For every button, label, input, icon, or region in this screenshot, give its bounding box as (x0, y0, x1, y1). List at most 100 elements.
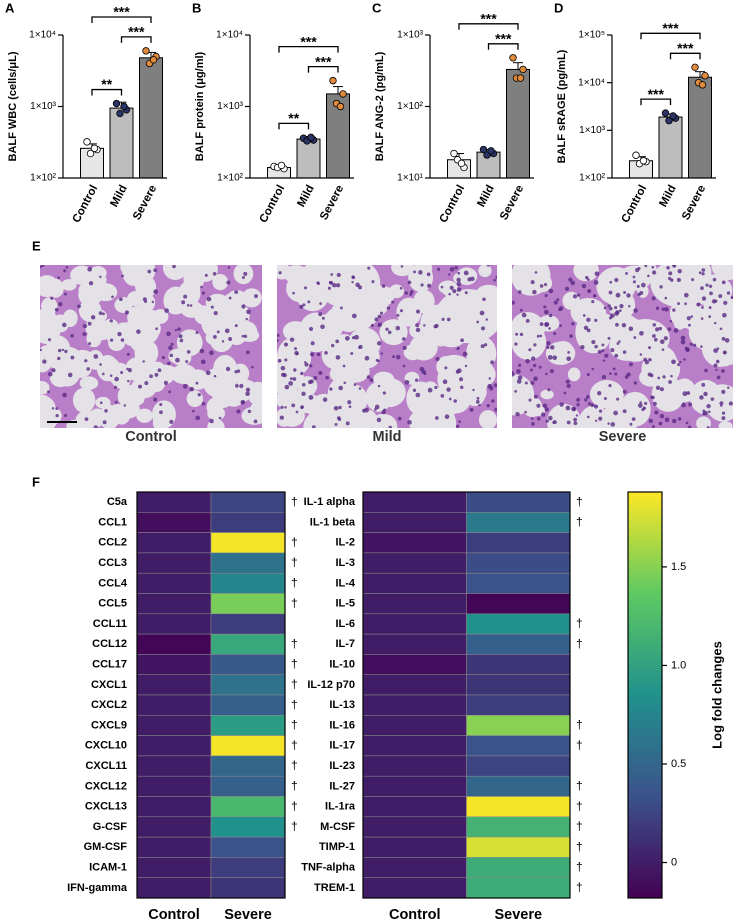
nucleus (228, 337, 233, 341)
row-label: IL-13 (329, 699, 355, 711)
air-space (696, 416, 711, 428)
significance-bracket (91, 88, 123, 96)
air-space (127, 291, 144, 307)
nucleus (236, 369, 241, 373)
heatmap-cell (210, 735, 286, 757)
air-space (62, 309, 78, 328)
nucleus (602, 359, 606, 362)
nucleus (351, 313, 357, 319)
data-point (698, 81, 707, 89)
significance-dagger: † (576, 616, 583, 630)
nucleus (622, 409, 627, 414)
nucleus (338, 385, 344, 391)
air-space (107, 362, 131, 385)
nucleus (448, 397, 452, 401)
significance-bracket (278, 122, 310, 130)
nucleus (488, 377, 492, 380)
nucleus (452, 289, 457, 294)
nucleus (594, 271, 600, 277)
air-space (95, 396, 111, 409)
air-space (78, 299, 102, 322)
nucleus (517, 375, 523, 380)
nucleus (524, 381, 528, 385)
nucleus (126, 352, 130, 356)
nucleus (281, 372, 286, 377)
row-label: IL-7 (335, 638, 355, 650)
nucleus (367, 266, 371, 270)
air-space (94, 283, 118, 302)
heatmap-cell (136, 735, 212, 757)
nucleus (456, 281, 462, 287)
nucleus (576, 397, 581, 402)
nucleus (102, 312, 105, 316)
air-space (136, 408, 153, 423)
nucleus (55, 413, 59, 418)
nucleus (87, 321, 92, 326)
nucleus (280, 365, 286, 371)
nucleus (457, 346, 460, 350)
air-space (290, 282, 313, 300)
heatmap-cell (136, 836, 212, 858)
data-point (116, 109, 124, 118)
nucleus (582, 314, 586, 317)
nucleus (631, 417, 636, 421)
nucleus (686, 316, 691, 321)
heatmap-border (136, 491, 286, 899)
nucleus (542, 403, 548, 408)
nucleus (449, 266, 455, 272)
row-label: C5a (107, 496, 128, 508)
data-point (277, 161, 286, 170)
nucleus (629, 362, 633, 367)
nucleus (702, 411, 706, 416)
nucleus (307, 300, 311, 304)
nucleus (47, 390, 50, 394)
row-label: TNF-alpha (301, 861, 356, 873)
significance-bracket (640, 32, 701, 40)
nucleus (401, 337, 406, 341)
nucleus (715, 368, 718, 372)
colorbar-tick-label: 1.0 (671, 659, 686, 671)
nucleus (657, 376, 661, 380)
nucleus (671, 359, 676, 365)
nucleus (454, 266, 458, 270)
nucleus (179, 338, 184, 343)
heatmap-cell (136, 857, 212, 878)
heatmap-cell (362, 633, 467, 655)
nucleus (335, 355, 341, 360)
nucleus (666, 265, 670, 270)
air-space (381, 419, 397, 428)
nucleus (67, 372, 73, 378)
heatmap-cell (210, 836, 286, 858)
nucleus (402, 345, 407, 351)
nucleus (572, 407, 576, 412)
nucleus (575, 414, 579, 417)
nucleus (583, 325, 589, 331)
air-space (321, 341, 349, 370)
nucleus (632, 280, 636, 284)
bar (688, 76, 712, 179)
heatmap-cell (466, 572, 571, 594)
nucleus (536, 416, 541, 421)
nucleus (155, 327, 158, 331)
heatmap-cell (362, 613, 467, 635)
nucleus (210, 305, 214, 309)
nucleus (633, 381, 638, 385)
nucleus (476, 320, 480, 324)
nucleus (482, 297, 486, 302)
nucleus (301, 391, 306, 396)
nucleus (626, 372, 631, 377)
nucleus (587, 402, 592, 406)
nucleus (300, 405, 304, 409)
nucleus (436, 267, 441, 271)
nucleus (364, 355, 370, 361)
data-point (336, 102, 345, 111)
nucleus (553, 331, 557, 336)
heatmap-cell (136, 613, 212, 635)
colorbar-label: Log fold changes (709, 641, 724, 749)
nucleus (553, 300, 558, 305)
air-space (40, 308, 57, 327)
nucleus (722, 350, 727, 355)
nucleus (153, 397, 158, 402)
nucleus (586, 373, 590, 377)
nucleus (591, 300, 595, 304)
